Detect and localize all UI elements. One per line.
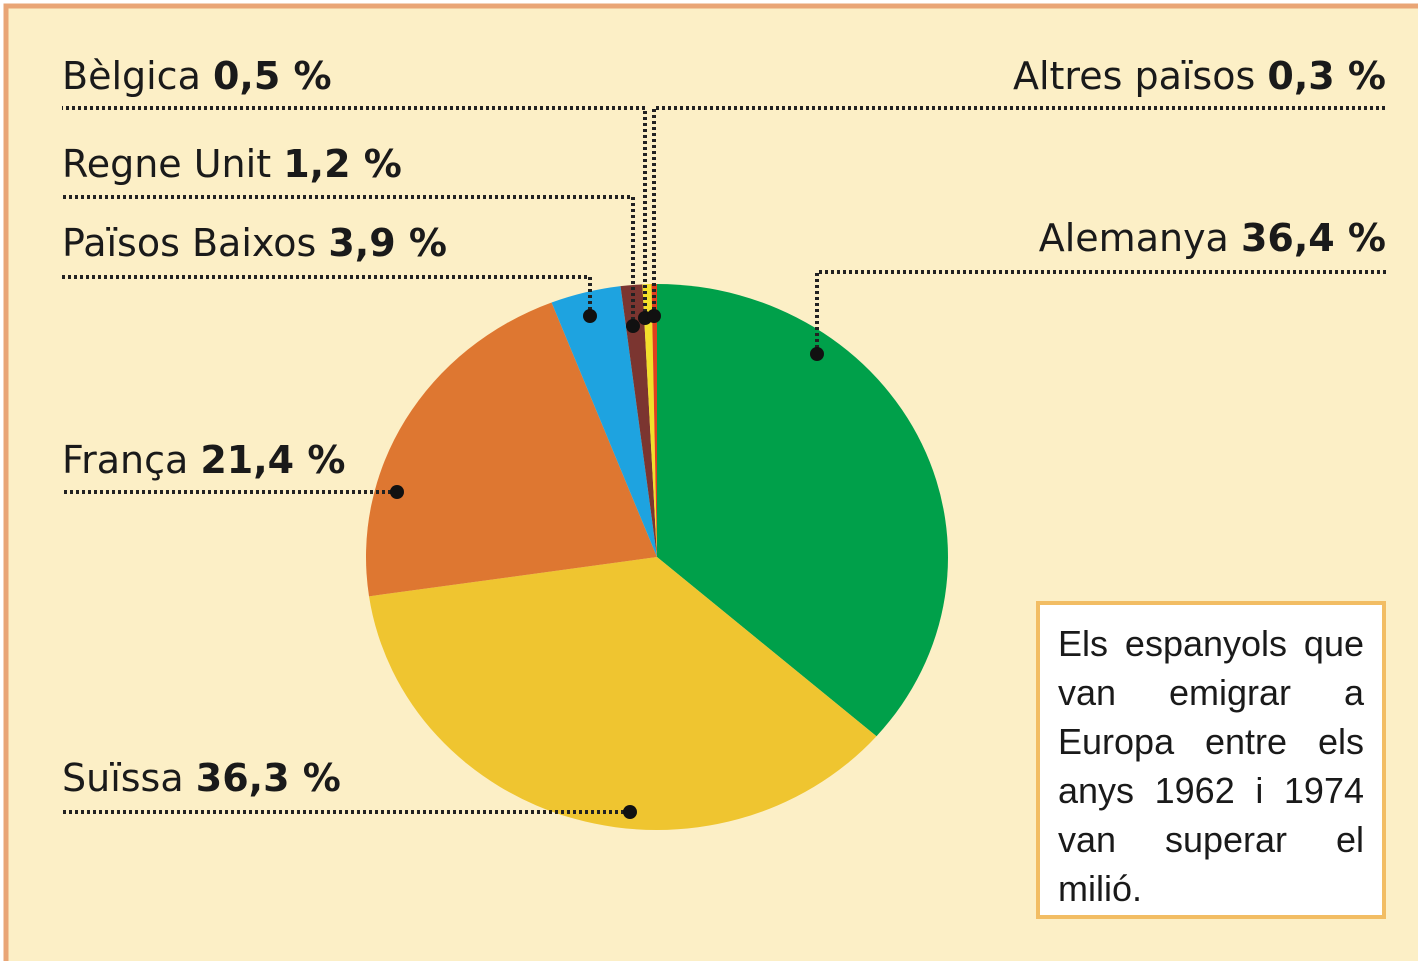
category-name: Suïssa (62, 756, 184, 800)
category-name: França (62, 438, 188, 482)
value-label: 36,3 % (196, 756, 341, 800)
slice-label: Alemanya 36,4 % (1039, 216, 1386, 260)
slice-label: Bèlgica 0,5 % (62, 54, 332, 98)
leader-dot (647, 309, 661, 323)
pie-slice (642, 284, 657, 557)
leader-dot (626, 319, 640, 333)
category-name: Altres països (1013, 54, 1255, 98)
category-name: Regne Unit (62, 142, 271, 186)
value-label: 21,4 % (200, 438, 345, 482)
pie-slice (369, 557, 877, 830)
leader-line (62, 106, 647, 318)
slice-label: Suïssa 36,3 % (62, 756, 341, 800)
leader-dot (810, 347, 824, 361)
value-label: 3,9 % (328, 221, 447, 265)
pie-slice (657, 284, 948, 737)
leader-line (62, 275, 592, 316)
pie-slice (366, 302, 657, 597)
slice-label: França 21,4 % (62, 438, 345, 482)
slice-label: Regne Unit 1,2 % (62, 142, 402, 186)
category-name: Països Baixos (62, 221, 316, 265)
slice-label: Països Baixos 3,9 % (62, 221, 447, 265)
leader-line (62, 195, 635, 326)
value-label: 0,3 % (1267, 54, 1386, 98)
category-name: Bèlgica (62, 54, 201, 98)
category-name: Alemanya (1039, 216, 1229, 260)
pie-slice (551, 286, 657, 557)
value-label: 0,5 % (213, 54, 332, 98)
pie-slice (651, 284, 657, 557)
leader-line (652, 106, 1386, 316)
leader-dot (623, 805, 637, 819)
slice-label: Altres països 0,3 % (1013, 54, 1386, 98)
value-label: 1,2 % (283, 142, 402, 186)
pie-slice (620, 284, 657, 557)
value-label: 36,4 % (1241, 216, 1386, 260)
annotation: Els espanyols que van emigrar a Europa e… (1036, 601, 1386, 919)
leader-dot (583, 309, 597, 323)
leader-dot (390, 485, 404, 499)
